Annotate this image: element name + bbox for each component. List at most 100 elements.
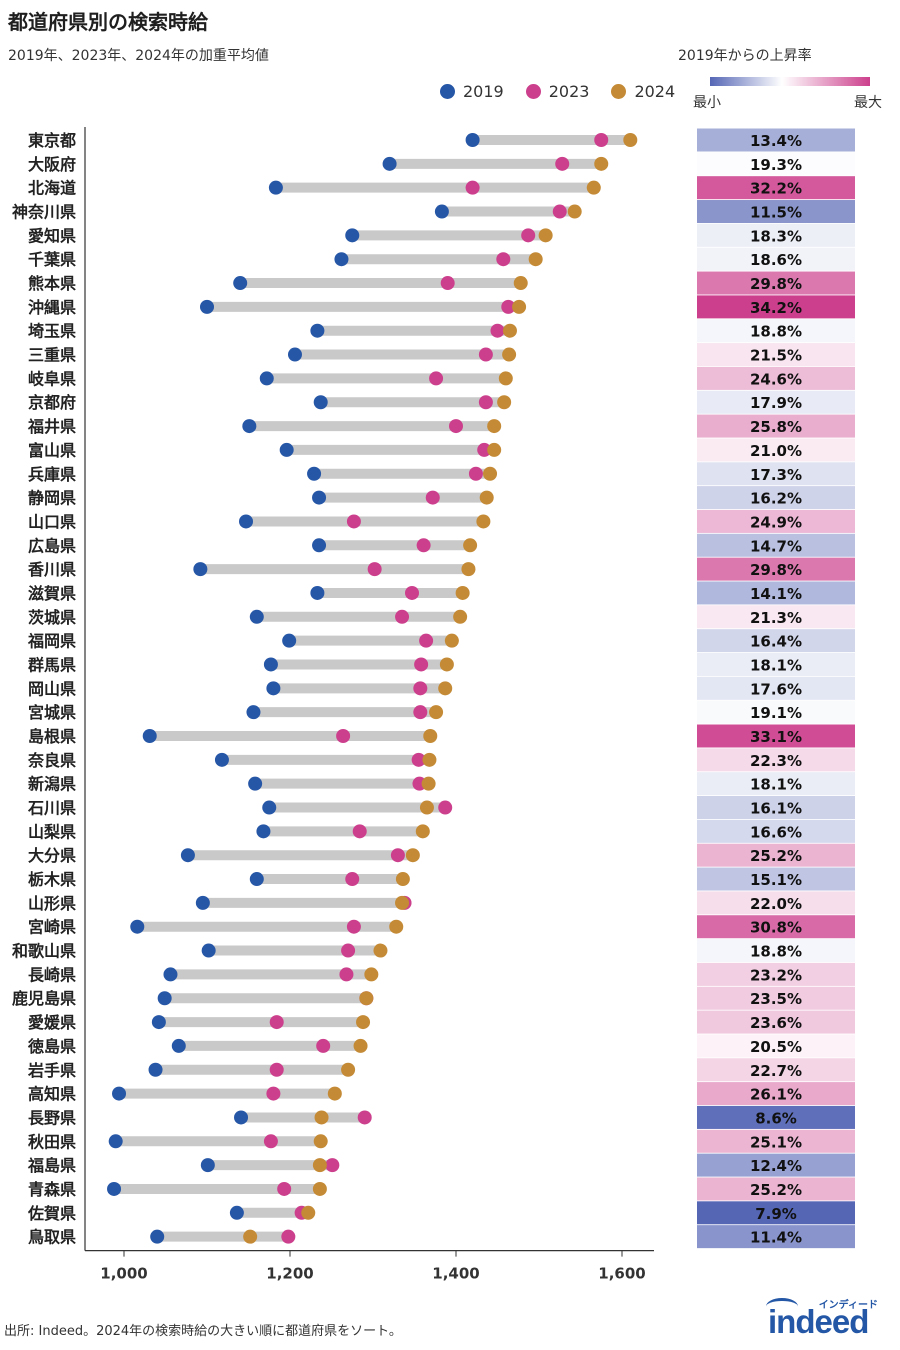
dot-2024 (341, 1062, 356, 1077)
rate-cell (697, 223, 855, 247)
prefecture-label: 鹿児島県 (12, 989, 76, 1008)
x-tick-label: 1,600 (598, 1265, 645, 1283)
rate-value: 7.9% (755, 1205, 797, 1223)
x-tick-label: 1,000 (100, 1265, 147, 1283)
rate-cell (697, 1129, 855, 1153)
rate-value: 19.1% (750, 704, 802, 722)
prefecture-label: 香川県 (27, 560, 76, 579)
dot-2024 (487, 419, 502, 434)
rate-cell (697, 486, 855, 510)
rate-value: 21.5% (750, 347, 802, 365)
dot-2023 (336, 729, 351, 743)
rate-color-scale (710, 77, 870, 86)
dot-2019 (313, 395, 328, 410)
rate-value: 25.1% (750, 1133, 802, 1151)
dot-2024 (594, 156, 609, 171)
rate-value: 22.7% (750, 1062, 802, 1080)
rate-cell (697, 819, 855, 843)
rate-value: 16.2% (750, 490, 802, 508)
rate-value: 18.8% (750, 943, 802, 961)
rate-value: 21.0% (750, 442, 802, 460)
dot-2023 (477, 442, 492, 457)
prefecture-label: 青森県 (28, 1180, 76, 1199)
rate-cell (697, 1201, 855, 1225)
dot-2019 (234, 1110, 249, 1125)
dot-2019 (112, 1086, 127, 1101)
prefecture-label: 滋賀県 (28, 584, 76, 603)
rate-cell (697, 295, 855, 319)
rate-cell (697, 581, 855, 605)
prefecture-label: 福井県 (27, 417, 76, 436)
rate-cell (697, 843, 855, 867)
rate-value: 19.3% (750, 156, 802, 174)
dot-2019 (249, 609, 264, 624)
dot-2019 (242, 419, 257, 434)
dot-2024 (389, 919, 404, 934)
indeed-logo: インディード indeed (764, 1296, 884, 1340)
rate-value: 25.2% (750, 1181, 802, 1199)
dot-2019 (163, 967, 178, 982)
rate-value: 25.2% (750, 847, 802, 865)
rate-value: 12.4% (750, 1157, 802, 1175)
dot-2023 (339, 967, 354, 982)
rate-cell (697, 319, 855, 343)
dot-2019 (193, 562, 208, 577)
prefecture-label: 熊本県 (28, 274, 76, 293)
dot-2024 (586, 180, 601, 195)
dot-2024 (444, 633, 459, 648)
rate-value: 17.9% (750, 394, 802, 412)
dot-2024 (314, 1110, 329, 1125)
dot-2019 (200, 299, 214, 314)
dot-2024 (528, 252, 543, 267)
prefecture-label: 大分県 (28, 846, 76, 865)
dot-2024 (243, 1229, 258, 1244)
dot-2024 (623, 133, 638, 147)
rate-value: 18.1% (750, 656, 802, 674)
dot-2023 (405, 585, 420, 600)
dot-2019 (312, 490, 327, 505)
rate-value: 18.6% (750, 251, 802, 269)
dot-2023 (438, 800, 453, 815)
prefecture-label: 徳島県 (27, 1037, 76, 1056)
legend-dot-2023 (525, 84, 541, 99)
dot-2023 (552, 204, 567, 219)
dot-2019 (334, 252, 349, 267)
prefecture-label: 静岡県 (28, 489, 76, 508)
prefecture-label: 北海道 (28, 179, 76, 198)
dot-2023 (316, 1038, 331, 1053)
chart-subtitle: 2019年、2023年、2024年の加重平均値 (8, 48, 269, 64)
dot-2019 (262, 800, 277, 815)
dot-2023 (468, 466, 483, 481)
rate-cell (697, 676, 855, 700)
rate-value: 21.3% (750, 609, 802, 627)
dot-2019 (268, 180, 283, 195)
dot-2023 (490, 323, 505, 338)
dot-2023 (501, 299, 516, 314)
dot-2024 (429, 705, 444, 720)
rate-cell (697, 724, 855, 748)
prefecture-label: 兵庫県 (28, 465, 76, 484)
rate-legend-title: 2019年からの上昇率 (678, 48, 812, 64)
dot-2019 (171, 1038, 186, 1053)
rate-cell (697, 366, 855, 390)
dot-2024 (502, 323, 517, 338)
rate-value: 18.3% (750, 227, 802, 245)
rate-value: 24.9% (750, 513, 802, 531)
dot-2024 (419, 800, 434, 815)
dot-2024 (439, 657, 454, 672)
rate-value: 18.1% (750, 776, 802, 794)
dot-2023 (594, 133, 609, 147)
dot-2019 (282, 633, 297, 648)
rate-cell (697, 1177, 855, 1201)
prefecture-label: 岐阜県 (28, 369, 76, 388)
dot-2023 (411, 752, 426, 767)
prefecture-label: 愛媛県 (28, 1013, 76, 1032)
prefecture-label: 宮城県 (28, 703, 76, 722)
logo-kana: インディード (818, 1300, 878, 1311)
rate-value: 25.8% (750, 418, 802, 436)
dot-2019 (382, 156, 397, 171)
rate-cell (697, 1153, 855, 1177)
prefecture-label: 山形県 (28, 894, 76, 913)
rate-value: 18.8% (750, 323, 802, 341)
